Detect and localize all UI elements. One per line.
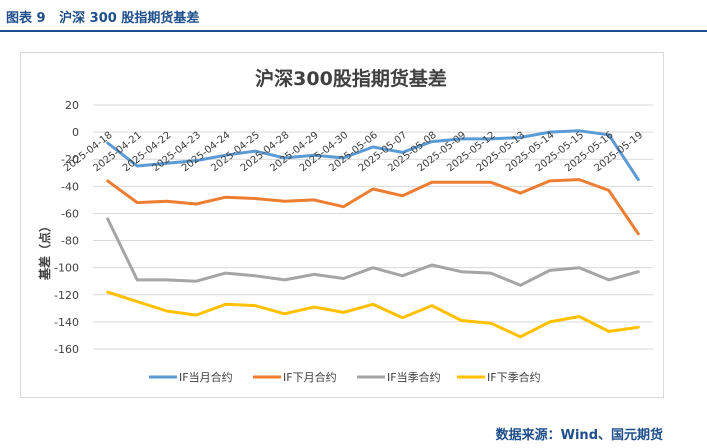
y-tick-label: 0 [72, 126, 79, 139]
caption-divider [0, 30, 707, 32]
x-axis-ticks: 2025-04-182025-04-212025-04-222025-04-23… [62, 130, 645, 175]
figure-number: 图表 9 [6, 11, 46, 26]
chart-frame: 沪深300股指期货基差 20 0 -20 -40 -60 -80 -100 -120 -140 -… [20, 52, 664, 398]
figure-title: 沪深 300 股指期货基差 [59, 11, 200, 26]
y-axis-ticks: 20 0 -20 -40 -60 -80 -100 -120 -140 -160 [54, 99, 79, 356]
legend-label: IF下季合约 [487, 370, 541, 384]
y-tick-label: -140 [54, 316, 79, 329]
y-tick-label: -60 [61, 207, 79, 220]
y-tick-label: -20 [61, 153, 79, 166]
series-lines [106, 129, 640, 339]
legend-label: IF当季合约 [387, 370, 441, 384]
series-line-2 [106, 178, 640, 236]
legend: IF当月合约 IF下月合约 IF当季合约 IF下季合约 [149, 370, 541, 384]
series-line-3 [106, 217, 640, 287]
y-tick-label: -120 [54, 289, 79, 302]
y-tick-label: -80 [61, 235, 79, 248]
y-axis-label: 基差（点） [37, 220, 52, 281]
series-line-4 [106, 290, 640, 339]
y-tick-label: -100 [54, 262, 79, 275]
y-tick-label: -160 [54, 343, 79, 356]
y-tick-label: -40 [61, 180, 79, 193]
legend-label: IF当月合约 [179, 370, 233, 384]
gridlines [93, 104, 653, 350]
figure-caption: 图表 9 沪深 300 股指期货基差 [6, 7, 199, 26]
line-chart: 沪深300股指期货基差 20 0 -20 -40 -60 -80 -100 -120 -140 -… [37, 67, 653, 384]
y-tick-label: 20 [65, 99, 79, 112]
series-line-1 [106, 129, 640, 182]
source-note: 数据来源：Wind、国元期货 [495, 428, 663, 443]
legend-label: IF下月合约 [283, 370, 337, 384]
chart-title: 沪深300股指期货基差 [255, 67, 447, 90]
